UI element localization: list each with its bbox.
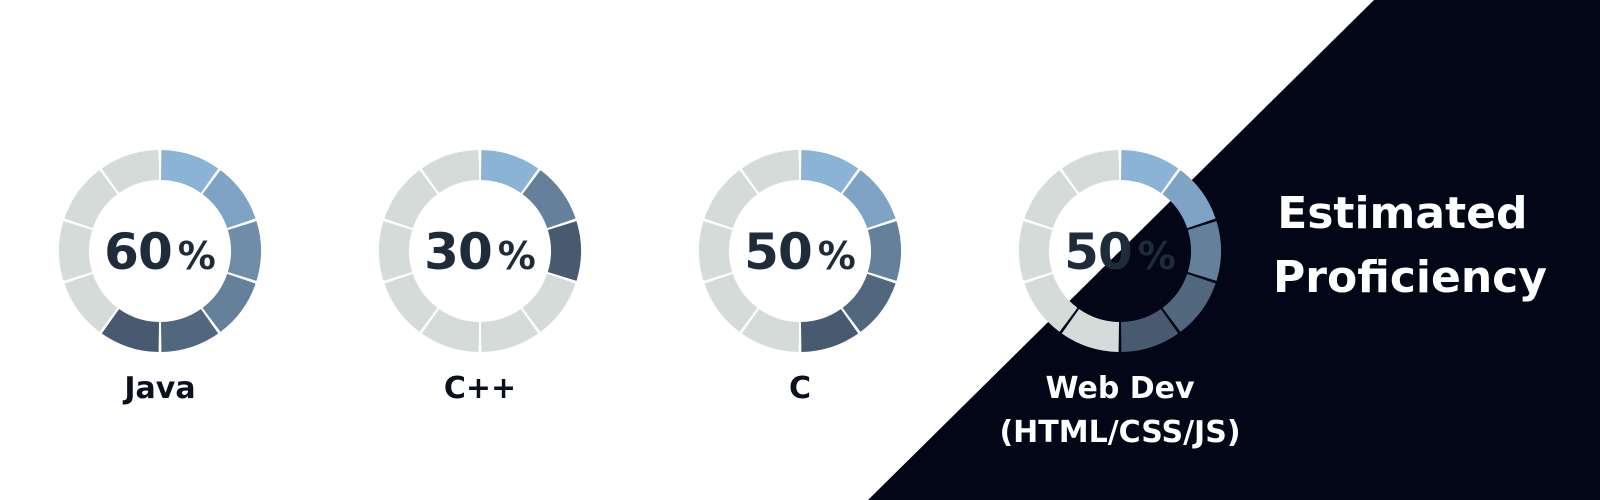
gauge-value-number: 60 — [104, 223, 172, 281]
gauge-segment-filled — [1162, 273, 1216, 332]
gauge-value: 50% — [1064, 223, 1176, 281]
gauge-segment-filled — [547, 221, 581, 281]
gauge-segment-filled — [202, 170, 256, 229]
gauge-segment-track — [1024, 273, 1078, 332]
gauge-label-line: C++ — [444, 371, 516, 406]
gauge-label: Web Dev (HTML/CSS/JS) — [999, 371, 1240, 450]
gauge-label-line: C — [789, 371, 811, 406]
gauge-label-line: (HTML/CSS/JS) — [999, 415, 1240, 450]
gauge-label: C — [789, 371, 811, 406]
gauge-label-line: Java — [122, 371, 195, 406]
gauge-segment-filled — [800, 150, 859, 193]
gauge-value: 30% — [424, 223, 536, 281]
gauge-segment-track — [58, 221, 93, 281]
gauge-segment-filled — [480, 150, 539, 193]
gauge-label: C++ — [444, 371, 516, 406]
gauge-segment-filled — [1187, 221, 1221, 281]
gauge-segment-filled — [160, 150, 219, 193]
gauge-segment-track — [741, 150, 800, 193]
gauge-value-number: 50 — [744, 223, 812, 281]
gauge-java: 60 % Java — [58, 150, 262, 406]
gauge-segment-filled — [1162, 170, 1216, 229]
gauges: 60 % Java 30 % C++ 50 % C 50 % Web Dev (HTML/CSS/JS) — [58, 150, 1241, 450]
gauge-segment-track — [101, 150, 160, 193]
gauge-segment-track — [64, 170, 118, 229]
gauge-c: 50 % C — [698, 150, 901, 406]
gauge-segment-filled — [101, 309, 160, 352]
gauge-segment-track — [741, 309, 800, 352]
gauge-segment-track — [1061, 309, 1120, 352]
gauge-segment-filled — [1120, 150, 1179, 193]
gauge-segment-filled — [227, 221, 262, 281]
gauge-segment-track — [522, 273, 576, 332]
gauge-segment-filled — [842, 170, 896, 229]
gauge-segment-track — [1024, 170, 1078, 229]
gauge-segment-track — [1061, 150, 1120, 193]
gauge-web-dev-html-css-js: 50 % Web Dev (HTML/CSS/JS) — [999, 150, 1241, 450]
gauge-segment-track — [1019, 221, 1053, 281]
gauge-segment-track — [421, 309, 480, 352]
gauge-value-unit: % — [498, 234, 536, 278]
gauge-segment-track — [384, 273, 438, 332]
gauge-value-number: 30 — [424, 223, 492, 281]
gauge-segment-filled — [800, 309, 859, 352]
dark-panel — [868, 0, 1600, 500]
gauge-segment-filled — [160, 309, 219, 352]
gauge-segment-track — [704, 273, 758, 332]
gauge-segment-track — [704, 170, 758, 229]
gauge-segment-track — [421, 150, 480, 193]
gauge-segment-track — [480, 309, 539, 352]
gauge-c: 30 % C++ — [378, 150, 581, 406]
gauge-label-line: Web Dev — [1045, 371, 1195, 406]
gauge-segment-track — [64, 273, 118, 332]
gauge-segment-filled — [522, 170, 576, 229]
gauge-segment-track — [698, 221, 733, 281]
gauge-label: Java — [122, 371, 195, 406]
gauge-segment-track — [378, 221, 413, 281]
gauge-value-unit: % — [1138, 234, 1176, 278]
chart-title: Estimated Proficiency — [1273, 188, 1547, 303]
gauge-segment-filled — [1120, 309, 1179, 352]
gauge-segment-filled — [842, 273, 896, 332]
chart-title-line-1: Estimated — [1277, 188, 1527, 239]
gauge-segment-track — [384, 170, 438, 229]
gauge-segment-filled — [202, 273, 256, 332]
gauge-value: 60% — [104, 223, 216, 281]
gauge-value: 50% — [744, 223, 856, 281]
gauge-value-unit: % — [818, 234, 856, 278]
gauge-value-number: 50 — [1064, 223, 1132, 281]
gauge-value-unit: % — [178, 234, 216, 278]
chart-title-line-2: Proficiency — [1273, 252, 1547, 303]
gauge-segment-filled — [867, 221, 901, 281]
